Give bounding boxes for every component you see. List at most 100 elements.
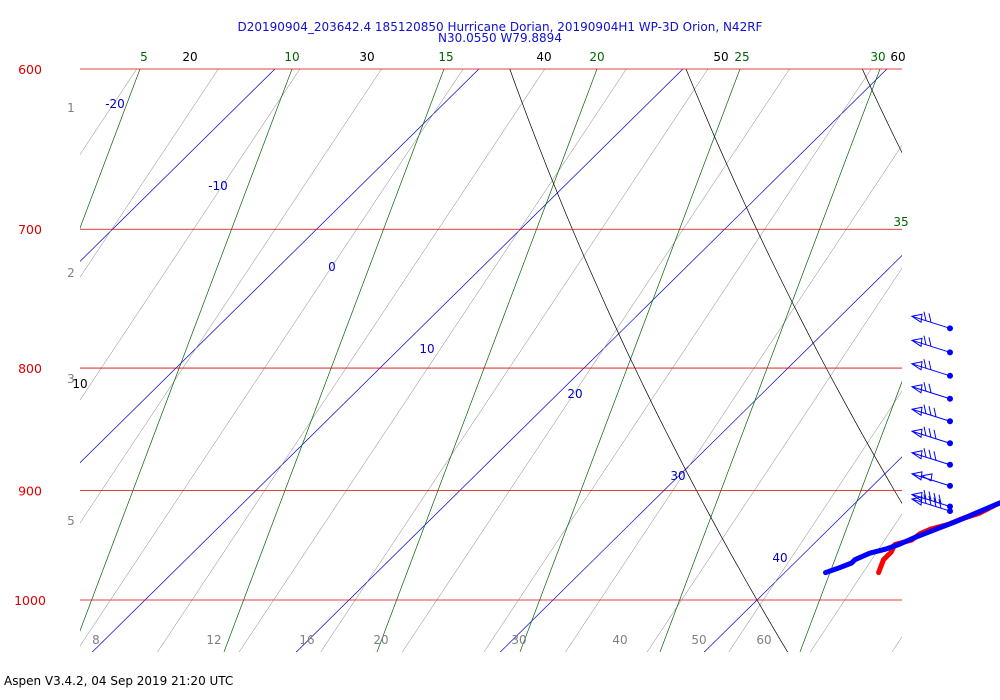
pressure-label: 600 [18, 62, 42, 77]
moist-adiabat-line [810, 513, 902, 652]
wind-barb-tick [938, 494, 942, 504]
isotherm-line [703, 456, 902, 652]
wind-barb [910, 311, 953, 332]
moist-adiabat-line [728, 390, 902, 652]
moist-adiabat-line [80, 69, 382, 524]
isotherm-label: 0 [328, 260, 336, 274]
wind-barb-flag [910, 428, 923, 439]
moist-adiabat-line [80, 69, 138, 155]
moist-adiabat-line [80, 69, 219, 278]
wind-barb-tick [933, 407, 937, 417]
wind-barb-flag [910, 450, 923, 460]
wind-barb [910, 448, 953, 468]
chart-title: D20190904_203642.4 185120850 Hurricane D… [237, 20, 763, 34]
wind-barb-flag [910, 406, 923, 417]
wind-barb-tick [923, 335, 927, 345]
chart-subtitle: N30.0550 W79.8894 [438, 31, 562, 45]
wind-barb-tick [923, 359, 927, 369]
wind-barb-tick [923, 404, 927, 414]
mixing-ratio-line [659, 69, 881, 652]
isotherm-line [861, 0, 1000, 699]
wind-barb-flag [910, 496, 923, 506]
moist-adiabat-line [402, 69, 790, 652]
bottom-axis-label: 50 [691, 633, 706, 647]
height-label: 2 [67, 266, 75, 280]
moist-adiabat-line [565, 144, 902, 652]
wind-barb [910, 359, 953, 379]
wind-barb-tick [923, 382, 927, 392]
wind-barb [910, 382, 953, 402]
wind-barb [910, 489, 953, 510]
pressure-label: 1000 [14, 593, 46, 608]
moist-adiabat-line [483, 69, 872, 652]
moist-adiabat-line [80, 69, 301, 401]
dry-adiabat-label: 50 [713, 50, 728, 64]
wind-barb-tick [938, 499, 942, 509]
wind-barb-tick [928, 449, 932, 459]
dry-adiabat-line [861, 69, 902, 154]
wind-barb [910, 494, 953, 515]
dry-adiabat-label: 40 [536, 50, 551, 64]
wind-barb-tick [923, 426, 927, 436]
wind-barb [910, 471, 953, 489]
wind-barb-flag [910, 384, 923, 394]
bottom-axis-label: 16 [299, 633, 314, 647]
wind-barb-tick [933, 429, 937, 439]
bottom-axis-label: 20 [373, 633, 388, 647]
height-label: 1 [67, 101, 75, 115]
isotherm-label: 10 [419, 342, 434, 356]
footer-text: Aspen V3.4.2, 04 Sep 2019 21:20 UTC [4, 674, 234, 688]
moist-adiabat-line [238, 69, 627, 652]
wind-barb-tick [933, 497, 937, 507]
moist-adiabat-line [80, 69, 464, 647]
dry-adiabat-line [685, 69, 902, 505]
mixing-ratio-line [519, 69, 741, 652]
wind-barb-tick [928, 491, 932, 501]
isotherm-label: -10 [208, 179, 228, 193]
dry-adiabat-label: 20 [182, 50, 197, 64]
wind-barb-tick [933, 492, 937, 503]
isotherm-label: 40 [772, 551, 787, 565]
pressure-label: 700 [18, 222, 42, 237]
mixing-ratio-line [799, 380, 902, 652]
pressure-label: 900 [18, 483, 42, 498]
moist-adiabat-line [891, 636, 902, 652]
bottom-axis-label: 12 [206, 633, 221, 647]
wind-barb-tick [928, 383, 932, 393]
wind-barb-tick [928, 406, 932, 416]
bottom-axis-label: 30 [511, 633, 526, 647]
mixing-ratio-label: 10 [284, 50, 299, 64]
dewpoint-profile [823, 500, 1000, 576]
height-label: 5 [67, 514, 75, 528]
dry-adiabat-label: 60 [890, 50, 905, 64]
isotherm-label: 30 [670, 469, 685, 483]
wind-barb-flag [910, 337, 923, 348]
moist-adiabat-line [646, 267, 902, 652]
wind-barb-tick [928, 428, 932, 438]
mixing-ratio-label: 15 [438, 50, 453, 64]
mixing-ratio-line [80, 69, 141, 229]
wind-barb-flag [920, 473, 933, 482]
pressure-label: 800 [18, 361, 42, 376]
wind-barb-tick [928, 313, 932, 323]
dry-adiabat-line [509, 69, 788, 652]
dry-adiabat-label: 10 [72, 377, 87, 391]
isotherm-label: 20 [567, 387, 582, 401]
wind-barb-tick [933, 451, 937, 461]
mixing-ratio-line [223, 69, 445, 652]
isotherm-line [91, 69, 684, 652]
mixing-ratio-label: 35 [893, 215, 908, 229]
mixing-ratio-label: 30 [870, 50, 885, 64]
bottom-axis-label: 60 [756, 633, 771, 647]
dry-adiabat-label: 30 [359, 50, 374, 64]
isotherm-line [499, 254, 902, 652]
bottom-axis-label: 40 [612, 633, 627, 647]
mixing-ratio-label: 25 [734, 50, 749, 64]
wind-barb-tick [923, 448, 927, 458]
wind-barb-tick [928, 495, 932, 506]
wind-barb [910, 404, 953, 425]
wind-barb-flag [910, 491, 923, 502]
wind-barb-flag [910, 361, 923, 371]
wind-barb-tick [923, 494, 927, 504]
